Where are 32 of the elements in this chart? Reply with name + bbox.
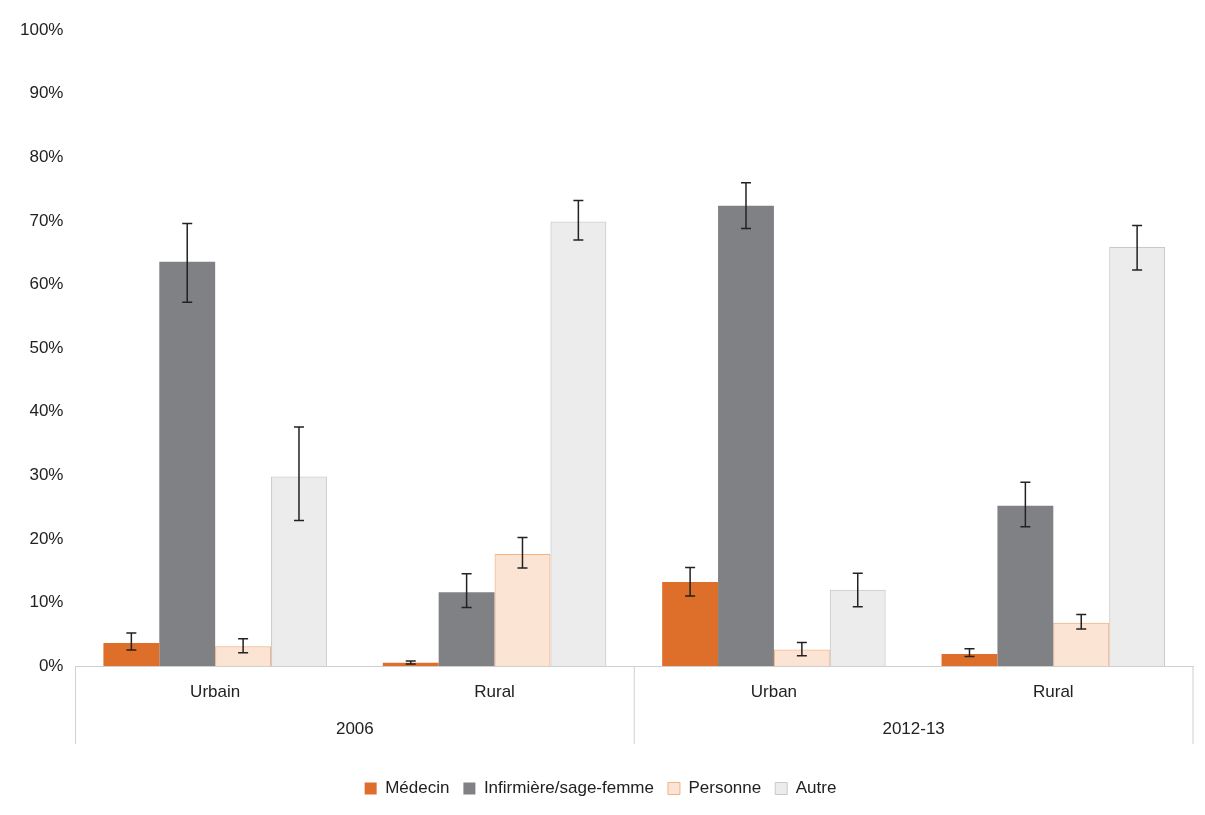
bar <box>941 653 998 666</box>
y-tick-label: 30% <box>29 464 64 484</box>
legend-label: Médecin <box>385 778 450 798</box>
y-tick-label: 40% <box>29 401 64 421</box>
bar <box>438 592 495 666</box>
bar <box>1053 622 1110 666</box>
legend-label: Personne <box>688 778 762 798</box>
y-tick-label: 50% <box>29 337 64 357</box>
x-tick-label: Urbain <box>190 681 241 701</box>
x-tick-label: Rural <box>474 681 515 701</box>
bar <box>997 505 1054 666</box>
text: 2012-13 <box>882 718 945 738</box>
y-tick-label: 10% <box>29 592 64 612</box>
legend-label: Autre <box>795 778 837 798</box>
bar <box>103 643 160 666</box>
bar <box>215 646 272 666</box>
x-tick-label: Rural <box>1033 681 1074 701</box>
bar <box>718 205 774 666</box>
y-tick-label: 20% <box>29 528 64 548</box>
y-tick-label: 60% <box>29 274 64 294</box>
bar <box>271 476 327 666</box>
y-tick-label: 100% <box>20 19 64 39</box>
bar <box>662 582 719 666</box>
x-tick-label: Urban <box>750 681 798 701</box>
y-tick-label: 70% <box>29 210 64 230</box>
bar <box>494 554 551 666</box>
y-tick-label: 80% <box>29 147 64 167</box>
bar <box>159 261 216 666</box>
y-tick-label: 0% <box>38 655 64 675</box>
y-tick-label: 90% <box>29 83 64 103</box>
text: 2006 <box>335 718 374 738</box>
legend-label: Infirmière/sage-femme <box>483 778 654 798</box>
